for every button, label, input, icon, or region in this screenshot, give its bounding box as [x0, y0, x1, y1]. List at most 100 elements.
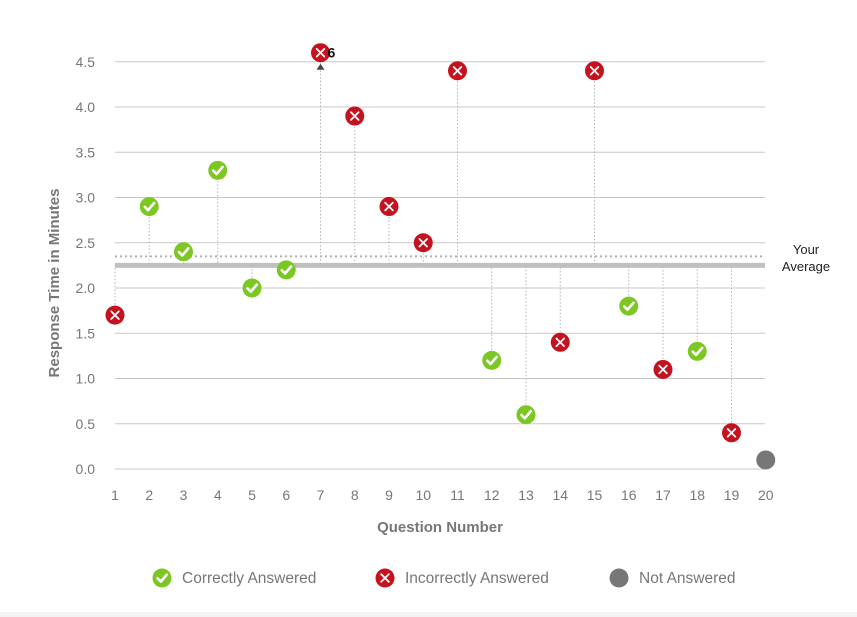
- footer-strip: [0, 612, 857, 617]
- check-icon-bg: [208, 160, 228, 180]
- data-point-q17[interactable]: [653, 359, 673, 379]
- x-tick-label: 16: [621, 487, 637, 503]
- average-label: Your Average: [782, 242, 830, 274]
- clip-arrow-icon: [316, 63, 325, 70]
- check-icon-bg: [139, 197, 159, 217]
- x-icon: [589, 66, 600, 76]
- x-icon: [555, 337, 565, 347]
- x-icon: [726, 428, 737, 438]
- check-icon-bg: [152, 568, 172, 588]
- check-icon: [156, 573, 169, 583]
- x-tick-label: 13: [518, 487, 534, 503]
- x-tick-label: 9: [385, 487, 393, 503]
- x-icon: [418, 238, 428, 248]
- data-point-q2[interactable]: [139, 197, 159, 217]
- y-tick-label: 1.0: [76, 371, 96, 387]
- x-axis-title: Question Number: [377, 519, 503, 536]
- x-tick-label: 5: [248, 487, 256, 503]
- y-axis-title: Response Time in Minutes: [46, 189, 63, 378]
- x-icon: [315, 48, 326, 58]
- check-icon: [485, 355, 498, 366]
- legend-item-not_answered: Not Answered: [609, 568, 736, 588]
- x-tick-label: 2: [145, 487, 153, 503]
- check-icon: [177, 247, 190, 257]
- legend-label: Incorrectly Answered: [405, 570, 549, 587]
- data-point-q9[interactable]: [379, 197, 399, 217]
- x-tick-label: 14: [552, 487, 568, 503]
- y-tick-label: 4.0: [76, 99, 96, 115]
- check-icon: [280, 265, 293, 275]
- dot-icon: [609, 568, 629, 588]
- x-tick-label: 17: [655, 487, 671, 503]
- point-layer: 6: [105, 43, 776, 470]
- y-tick-label: 3.0: [76, 190, 96, 206]
- overflow-value-label: 6: [328, 45, 336, 61]
- axis-layer: 0.0 0.5 1.0 1.5 2.0 2.5 3.0 3.5 4.0 4.5 1 2 3 4 5 6 7 8 9 1…: [46, 54, 774, 536]
- check-icon-bg: [516, 405, 536, 425]
- x-tick-label: 4: [214, 487, 222, 503]
- y-tick-label: 1.5: [76, 325, 96, 341]
- data-point-q13[interactable]: [516, 405, 536, 425]
- y-tick-label: 2.0: [76, 280, 96, 296]
- check-icon: [691, 346, 704, 357]
- data-point-q19[interactable]: [722, 423, 741, 443]
- x-tick-label: 10: [415, 487, 431, 503]
- data-point-q11[interactable]: [448, 61, 467, 81]
- y-tick-label: 4.5: [76, 54, 96, 70]
- x-icon: [350, 111, 360, 121]
- x-tick-label: 20: [758, 487, 774, 503]
- check-icon-bg: [276, 260, 296, 280]
- check-icon-bg: [687, 341, 707, 361]
- check-icon: [143, 201, 156, 212]
- data-point-q3[interactable]: [174, 242, 193, 262]
- check-icon: [622, 301, 635, 311]
- x-tick-label: 15: [587, 487, 603, 503]
- legend-item-incorrect: Incorrectly Answered: [375, 568, 549, 588]
- x-tick-label: 8: [351, 487, 359, 503]
- x-tick-label: 3: [180, 487, 188, 503]
- x-tick-label: 11: [450, 487, 465, 503]
- x-icon: [384, 201, 394, 212]
- average-layer: Your Average: [115, 242, 830, 274]
- data-point-q10[interactable]: [413, 233, 433, 253]
- x-icon: [452, 66, 463, 76]
- check-icon-bg: [482, 350, 502, 370]
- data-point-q18[interactable]: [687, 341, 707, 361]
- data-point-q5[interactable]: [242, 278, 262, 298]
- x-tick-label: 1: [111, 487, 119, 503]
- check-icon-bg: [242, 278, 262, 298]
- x-icon: [380, 573, 390, 583]
- data-point-q6[interactable]: [276, 260, 296, 280]
- x-icon: [658, 364, 668, 375]
- data-point-q15[interactable]: [585, 61, 604, 81]
- legend-layer: Correctly Answered Incorrectly Answered No…: [152, 568, 736, 588]
- data-point-q12[interactable]: [482, 350, 502, 370]
- data-point-q8[interactable]: [345, 106, 365, 126]
- data-point-q1[interactable]: [105, 305, 125, 325]
- data-point-q20[interactable]: [756, 450, 776, 470]
- data-point-q14[interactable]: [550, 332, 570, 352]
- y-tick-label: 0.0: [76, 461, 96, 477]
- data-point-q4[interactable]: [208, 160, 228, 180]
- x-tick-label: 6: [282, 487, 290, 503]
- check-icon-bg: [619, 296, 639, 316]
- data-point-q7[interactable]: 6: [311, 43, 336, 70]
- y-tick-label: 2.5: [76, 235, 96, 251]
- legend-item-correct: Correctly Answered: [152, 568, 316, 588]
- y-tick-label: 3.5: [76, 144, 96, 160]
- x-tick-label: 18: [689, 487, 705, 503]
- check-icon: [246, 283, 259, 293]
- check-icon-bg: [174, 242, 193, 262]
- data-point-q16[interactable]: [619, 296, 639, 316]
- dot-icon: [756, 450, 776, 470]
- y-tick-label: 0.5: [76, 416, 96, 432]
- check-icon: [211, 165, 224, 176]
- grid-layer: [115, 61, 765, 470]
- x-tick-label: 7: [317, 487, 325, 503]
- check-icon: [520, 410, 533, 420]
- legend-label: Correctly Answered: [182, 570, 316, 587]
- x-tick-label: 19: [724, 487, 740, 503]
- x-icon: [110, 310, 120, 320]
